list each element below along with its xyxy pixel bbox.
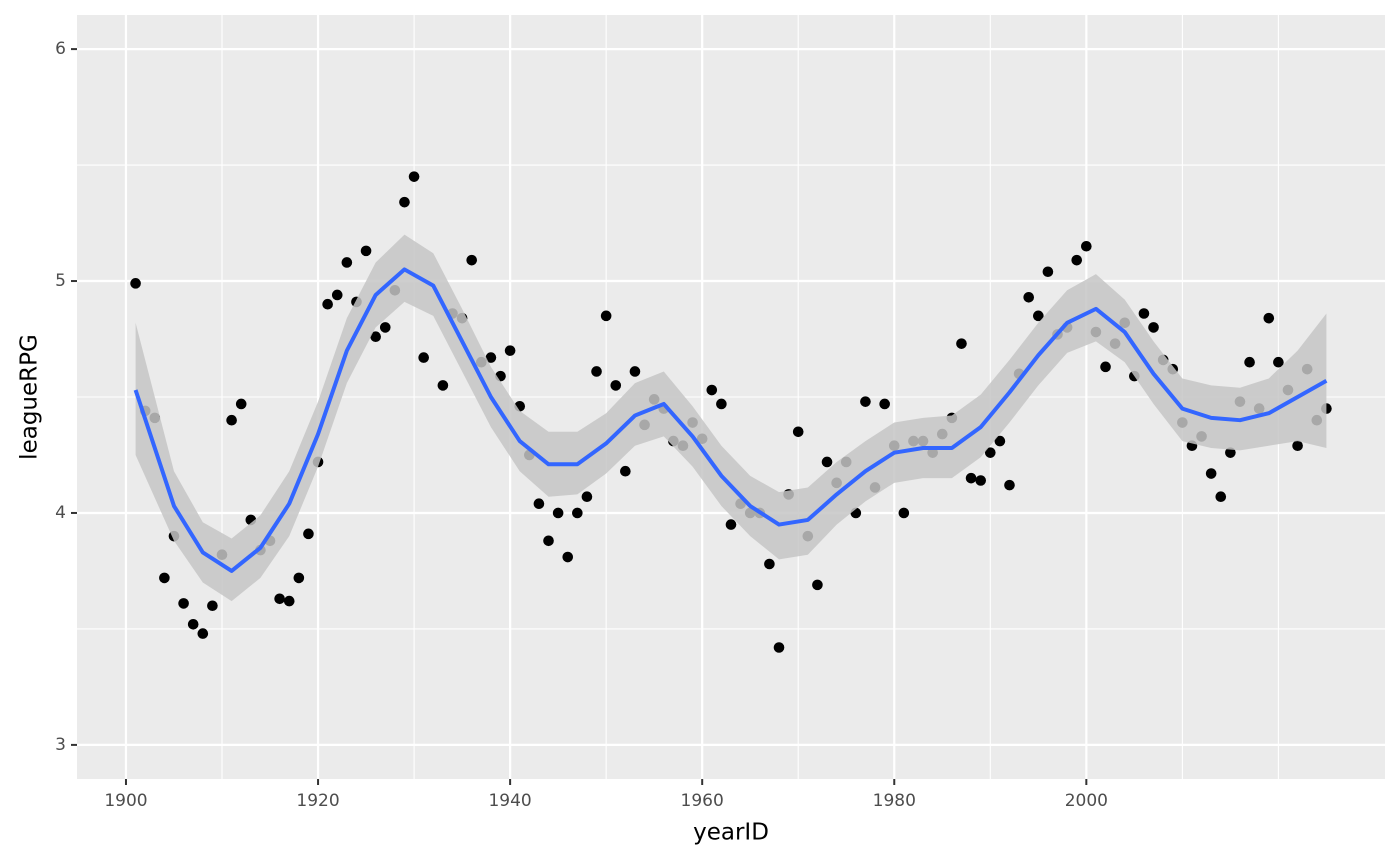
point (293, 572, 305, 584)
point (197, 628, 209, 639)
point (235, 398, 247, 410)
point (821, 456, 833, 468)
point (879, 398, 890, 410)
point (1148, 322, 1159, 333)
point (466, 254, 478, 266)
point (408, 171, 420, 182)
smooth-line (133, 267, 1328, 573)
point (303, 528, 314, 540)
point (600, 310, 612, 322)
x-tick-label: 1980 (873, 791, 916, 811)
point (812, 579, 823, 591)
point (1033, 310, 1044, 322)
x-tick-label: 1920 (296, 791, 339, 811)
point (1215, 491, 1227, 503)
point (437, 380, 449, 391)
point (533, 498, 545, 509)
point (860, 396, 871, 407)
point (706, 384, 718, 396)
point (341, 257, 353, 268)
point (360, 245, 372, 257)
point (399, 196, 410, 208)
point (984, 447, 996, 458)
point (1081, 240, 1092, 252)
point (485, 352, 497, 363)
point (629, 366, 641, 377)
point (572, 507, 583, 519)
point (1100, 361, 1111, 373)
y-tick-label: 3 (55, 735, 66, 755)
x-tick-label: 1940 (488, 791, 531, 811)
point (274, 593, 285, 605)
point (379, 322, 391, 333)
point (1263, 312, 1275, 324)
point (1292, 440, 1303, 452)
point (975, 475, 986, 486)
point (792, 426, 804, 438)
point (1244, 356, 1255, 368)
x-tick-label: 1900 (104, 791, 147, 811)
point (725, 519, 737, 530)
point (1273, 356, 1284, 368)
y-tick-label: 4 (55, 503, 66, 523)
point (956, 338, 967, 349)
point (331, 289, 343, 301)
point (1042, 266, 1054, 278)
point (1004, 479, 1015, 491)
x-axis-title: yearID (693, 820, 769, 846)
point (620, 465, 631, 477)
point (187, 618, 199, 630)
point (1071, 254, 1083, 266)
point (370, 331, 381, 342)
point (130, 278, 141, 289)
point (898, 507, 910, 519)
point (504, 345, 516, 356)
point (562, 551, 574, 563)
point (207, 600, 218, 612)
point (178, 598, 189, 609)
point (591, 366, 602, 377)
point (1138, 308, 1150, 319)
point (994, 435, 1006, 447)
point (552, 507, 564, 519)
point (716, 398, 727, 410)
y-tick-label: 6 (55, 39, 66, 59)
point (581, 491, 593, 503)
point (1023, 291, 1035, 303)
y-axis-title: leagueRPG (17, 334, 43, 460)
point (773, 642, 785, 653)
confidence-band (135, 234, 1327, 602)
x-tick-label: 2000 (1065, 791, 1108, 811)
point (1205, 468, 1217, 479)
point (159, 572, 170, 584)
point (764, 558, 775, 570)
point (610, 380, 622, 391)
y-tick-label: 5 (55, 271, 66, 291)
x-tick-label: 1960 (681, 791, 724, 811)
point (322, 298, 333, 310)
point (226, 414, 237, 426)
point (543, 535, 554, 547)
point (283, 595, 295, 607)
point (1225, 447, 1236, 458)
point (965, 472, 977, 484)
point (418, 352, 429, 363)
